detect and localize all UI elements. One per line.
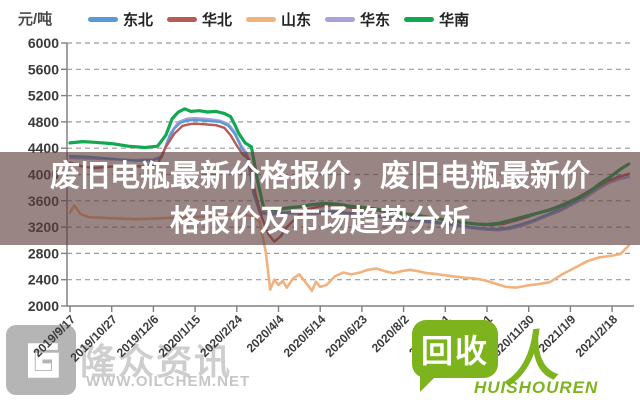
oilchem-logo-icon — [6, 325, 76, 395]
y-tick-label: 6000 — [28, 35, 59, 51]
y-tick-label: 5200 — [28, 88, 59, 104]
x-tick-label: 2020/6/23 — [322, 312, 370, 360]
watermark-url-text: WWW.OILCHEM.NET — [86, 373, 251, 390]
legend-label: 华北 — [202, 12, 233, 29]
legend-item-0: 东北 — [88, 9, 153, 30]
legend-label: 东北 — [123, 12, 154, 29]
y-tick-label: 5600 — [28, 61, 59, 77]
legend-swatch-icon — [246, 17, 277, 22]
legend-label: 华南 — [439, 12, 470, 29]
y-tick-label: 2800 — [28, 245, 59, 261]
legend-label: 山东 — [281, 12, 312, 29]
x-tick-label: 2020/1/15 — [156, 312, 204, 360]
watermark-brand-text: 隆众资讯 — [80, 341, 233, 382]
legend-item-2: 山东 — [246, 9, 311, 30]
x-tick-label: 2020/8/2 — [369, 312, 412, 355]
legend-item-3: 华东 — [325, 9, 390, 30]
x-tick-label: 2020/4/4 — [244, 312, 287, 355]
recycle-bubble-text: 回收 — [420, 333, 489, 369]
legend-swatch-icon — [88, 17, 118, 22]
headline-line-2: 格报价及市场趋势分析 — [170, 204, 470, 238]
headline-overlay: 废旧电瓶最新价格报价，废旧电瓶最新价 格报价及市场趋势分析 — [0, 152, 640, 245]
x-tick-label: 2019/12/6 — [114, 312, 162, 360]
legend-item-4: 华南 — [404, 9, 469, 30]
y-axis-unit-label: 元/吨 — [18, 11, 53, 28]
legend-swatch-icon — [167, 17, 198, 22]
spiral-glyph-icon — [28, 343, 59, 378]
legend-swatch-icon — [325, 17, 356, 22]
chart-legend: 东北 华北 山东 华东 华南 — [88, 9, 469, 30]
x-tick-label: 2020/5/14 — [281, 312, 329, 360]
bubble-tail-icon — [420, 376, 436, 392]
legend-label: 华东 — [360, 12, 391, 29]
recycle-bubble-icon: 回收 — [412, 320, 498, 378]
huishouren-brand-text: HUISHOUREN — [474, 378, 599, 397]
x-tick-label: 2020/2/24 — [197, 312, 245, 360]
legend-swatch-icon — [404, 17, 435, 22]
y-tick-label: 2400 — [28, 272, 59, 288]
headline-line-1: 废旧电瓶最新价格报价，废旧电瓶最新价 — [50, 159, 590, 193]
y-tick-label: 4800 — [28, 114, 59, 130]
y-tick-label: 2000 — [28, 298, 59, 314]
legend-item-1: 华北 — [167, 9, 232, 30]
x-tick-label: 2021/2/18 — [573, 312, 621, 360]
